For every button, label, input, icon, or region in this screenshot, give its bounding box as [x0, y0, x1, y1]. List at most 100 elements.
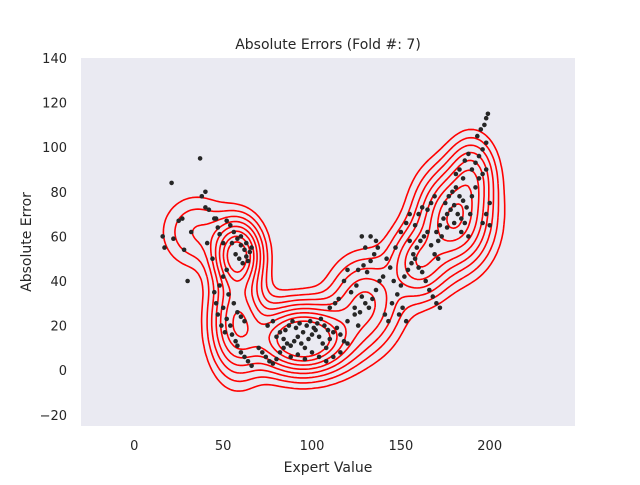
data-point	[233, 252, 238, 257]
data-point	[231, 229, 237, 235]
data-point	[483, 115, 489, 121]
data-point	[288, 354, 294, 360]
data-point	[435, 238, 441, 244]
data-point	[387, 265, 393, 270]
data-point	[460, 176, 466, 181]
data-point	[215, 312, 221, 317]
data-point	[213, 301, 219, 306]
data-point	[400, 305, 405, 311]
data-point	[476, 153, 482, 159]
data-point	[355, 323, 361, 328]
data-point	[363, 245, 368, 250]
data-point	[389, 301, 395, 306]
data-point	[444, 211, 450, 217]
data-point	[322, 323, 327, 328]
data-point	[204, 240, 210, 246]
data-point	[327, 305, 333, 311]
data-point	[244, 254, 249, 259]
data-point	[224, 267, 229, 273]
data-point	[220, 240, 226, 246]
data-point	[425, 207, 430, 212]
data-point	[391, 278, 397, 284]
data-point	[162, 245, 167, 250]
data-point	[176, 218, 181, 224]
data-point	[396, 312, 402, 317]
data-point	[171, 236, 176, 241]
data-point	[222, 330, 228, 335]
data-point	[281, 336, 286, 342]
data-point	[291, 338, 297, 344]
data-point	[197, 156, 203, 161]
data-point	[402, 274, 407, 279]
data-point	[403, 318, 409, 324]
y-tick-label: 120	[42, 97, 67, 112]
data-point	[480, 220, 485, 226]
x-axis-label: Expert Value	[284, 460, 373, 476]
data-point	[284, 341, 290, 346]
data-point	[437, 223, 443, 228]
data-point	[464, 205, 469, 210]
data-point	[453, 171, 459, 177]
density-contour-line	[162, 128, 506, 392]
y-tick-label: 20	[50, 320, 67, 335]
data-point	[446, 194, 452, 199]
data-point	[384, 256, 389, 262]
data-point	[213, 216, 219, 221]
data-point	[480, 147, 485, 152]
chart-title: Absolute Errors (Fold #: 7)	[235, 37, 421, 53]
data-point	[309, 332, 315, 337]
data-point	[345, 341, 350, 346]
data-point	[434, 229, 439, 235]
data-point	[288, 343, 294, 349]
data-point	[331, 330, 336, 335]
points-layer	[160, 111, 493, 369]
y-axis-ticks: −20 0 20 40 60 80 100 120 140	[40, 52, 67, 424]
data-point	[256, 345, 262, 351]
data-point	[427, 287, 432, 293]
y-tick-label: 40	[50, 275, 67, 290]
plot-area-background	[81, 58, 575, 426]
data-point	[229, 332, 235, 337]
data-point	[220, 305, 226, 311]
data-point	[398, 229, 404, 235]
data-point	[224, 218, 229, 224]
data-point	[199, 194, 205, 199]
data-point	[380, 274, 386, 279]
data-point	[368, 234, 373, 239]
y-tick-label: 140	[42, 52, 67, 67]
data-point	[277, 350, 283, 355]
data-point	[220, 274, 226, 279]
data-point	[393, 245, 398, 250]
data-point	[323, 359, 329, 364]
data-point	[304, 323, 310, 328]
data-point	[448, 207, 453, 212]
data-point	[455, 211, 461, 217]
data-point	[441, 216, 446, 221]
data-point	[405, 267, 411, 273]
data-point	[274, 334, 279, 340]
data-point	[274, 356, 279, 362]
data-point	[181, 247, 187, 253]
data-point	[306, 336, 311, 342]
data-point	[428, 200, 434, 206]
data-point	[421, 234, 427, 239]
data-point	[416, 211, 421, 217]
y-tick-label: −20	[40, 409, 67, 424]
data-point	[435, 256, 441, 262]
data-point	[320, 341, 326, 346]
data-point	[352, 312, 358, 317]
data-point	[235, 310, 240, 315]
data-point	[412, 256, 418, 262]
data-point	[483, 211, 489, 217]
data-point	[345, 267, 350, 273]
data-point	[403, 220, 409, 226]
data-point	[355, 267, 361, 273]
data-point	[247, 249, 253, 255]
data-point	[309, 350, 315, 355]
data-point	[277, 330, 283, 335]
data-point	[407, 238, 413, 244]
data-point	[373, 238, 379, 244]
data-point	[249, 363, 254, 369]
data-point	[302, 345, 308, 351]
